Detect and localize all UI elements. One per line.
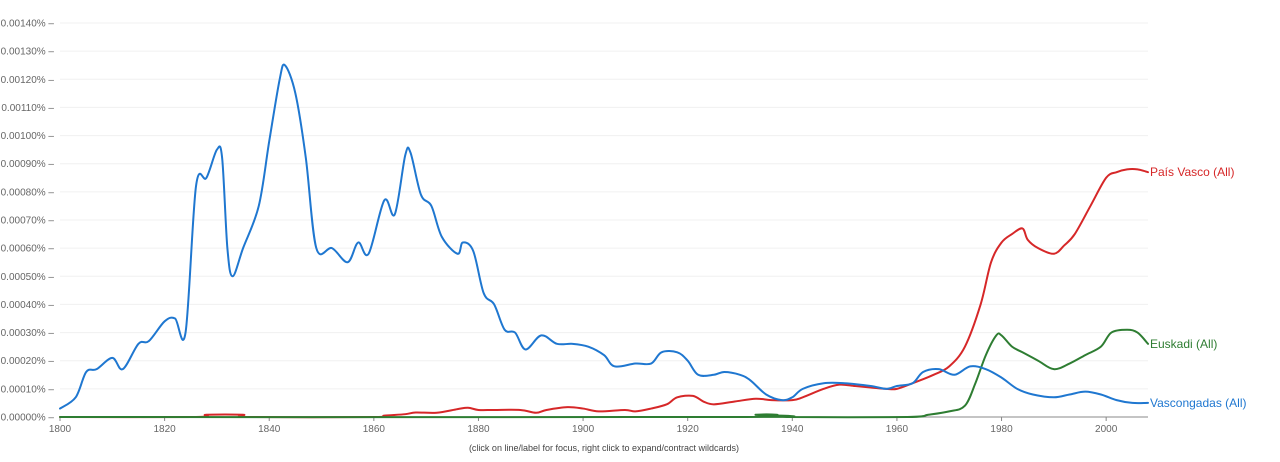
y-tick-label: 0.00000% – (1, 413, 55, 424)
x-tick-label: 2000 (1095, 424, 1118, 435)
series-line-vascongadas-all[interactable] (59, 63, 1149, 410)
x-tick-label: 1980 (990, 424, 1013, 435)
y-tick-label: 0.00100% – (1, 131, 55, 142)
x-tick-label: 1940 (781, 424, 804, 435)
y-tick-label: 0.00050% – (1, 272, 55, 283)
x-tick-label: 1820 (153, 424, 176, 435)
x-tick-label: 1800 (49, 424, 72, 435)
y-tick-label: 0.00070% – (1, 216, 55, 227)
series-label-vascongadas-all[interactable]: Vascongadas (All) (1150, 396, 1247, 410)
y-tick-label: 0.00040% – (1, 300, 55, 311)
x-tick-label: 1960 (886, 424, 909, 435)
x-tick-label: 1880 (467, 424, 490, 435)
y-tick-labels: 0.00000% – 0.00010% – 0.00020% – 0.00030% –… (1, 19, 55, 424)
y-tick-label: 0.00130% – (1, 47, 55, 58)
x-tick-label: 1840 (258, 424, 281, 435)
series-line-euskadi-all[interactable] (59, 328, 1149, 419)
series-lines (59, 63, 1149, 419)
gridlines (60, 22, 1148, 390)
y-tick-label: 0.00020% – (1, 356, 55, 367)
y-tick-label: 0.00090% – (1, 159, 55, 170)
x-tick-label: 1860 (363, 424, 386, 435)
y-tick-label: 0.00010% – (1, 384, 55, 395)
series-label-euskadi-all[interactable]: Euskadi (All) (1150, 337, 1217, 351)
y-tick-label: 0.00080% – (1, 187, 55, 198)
chart-footnote: (click on line/label for focus, right cl… (469, 443, 739, 453)
y-tick-label: 0.00120% – (1, 75, 55, 86)
x-tick-label: 1920 (677, 424, 700, 435)
y-tick-label: 0.00030% – (1, 328, 55, 339)
x-tick-labels: 1800 1820 1840 1860 1880 1900 1920 1940 1960 1980… (49, 417, 1118, 435)
y-tick-label: 0.00110% – (1, 103, 54, 114)
x-tick-label: 1900 (572, 424, 595, 435)
series-label-pais-vasco-all[interactable]: País Vasco (All) (1150, 165, 1234, 179)
y-tick-label: 0.00060% – (1, 244, 55, 255)
series-labels: País Vasco (All) Euskadi (All) Vascongadas… (1150, 165, 1247, 410)
y-tick-label: 0.00140% – (1, 19, 55, 30)
series-line-pais-vasco-all[interactable] (59, 167, 1149, 419)
